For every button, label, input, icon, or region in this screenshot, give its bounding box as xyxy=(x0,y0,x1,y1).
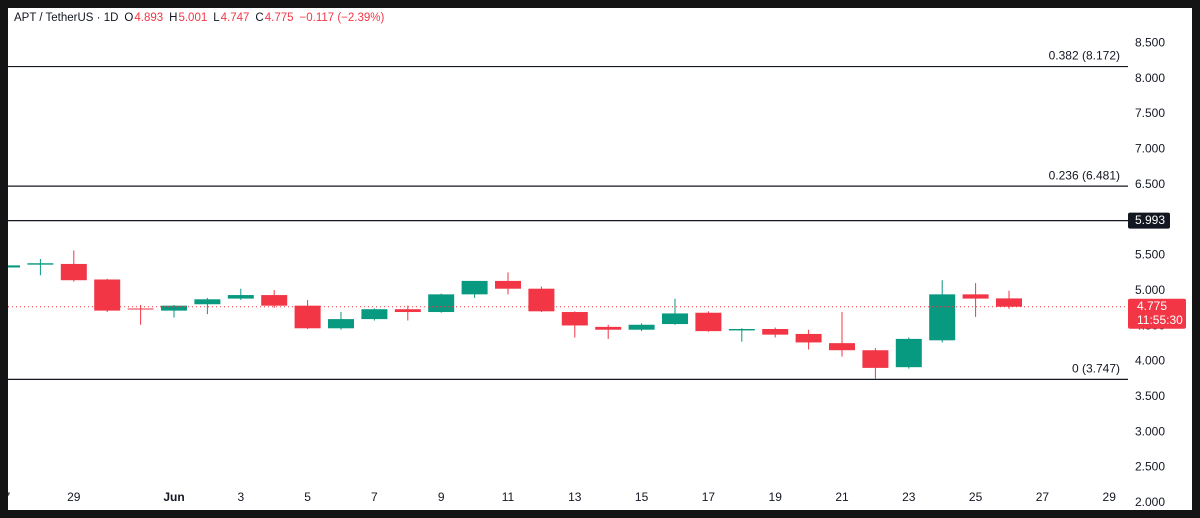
candle-body xyxy=(495,280,521,289)
x-tick-label: 19 xyxy=(769,490,783,504)
candle-body xyxy=(695,312,722,332)
countdown: 11:55:30 xyxy=(1137,313,1183,327)
x-tick-label: 17 xyxy=(702,490,716,504)
y-tick-label: 4.000 xyxy=(1135,354,1165,368)
x-tick-label: 7 xyxy=(4,490,11,504)
candle-body xyxy=(294,305,321,329)
candle-body xyxy=(762,328,789,335)
x-tick-label: 13 xyxy=(568,490,582,504)
x-tick-label: 7 xyxy=(371,490,378,504)
y-tick-label: 8.500 xyxy=(1135,36,1165,50)
y-tick-label: 8.000 xyxy=(1135,71,1165,85)
change: −0.117 (−2.39%) xyxy=(300,12,385,24)
x-tick-label: 11 xyxy=(502,490,515,504)
ohlc-value: 4.893 xyxy=(134,12,163,24)
x-tick-label: 29 xyxy=(67,490,81,504)
x-tick-label: 15 xyxy=(635,490,649,504)
candle-body xyxy=(8,265,20,268)
y-tick-label: 6.500 xyxy=(1135,177,1165,191)
x-tick-label: 5 xyxy=(304,490,311,504)
price-line-label: 5.993 xyxy=(1135,213,1165,227)
candle-body xyxy=(394,309,421,313)
candle-body xyxy=(328,319,354,329)
candle-body xyxy=(595,326,622,330)
candle-body xyxy=(728,328,755,331)
candle-body xyxy=(795,333,822,343)
level-label: 0.382 (8.172) xyxy=(1049,49,1120,63)
x-tick-label: 3 xyxy=(237,490,244,504)
candle-body xyxy=(94,279,121,311)
y-tick-label: 7.500 xyxy=(1135,106,1165,120)
last-price-box xyxy=(1128,298,1186,329)
candle-body xyxy=(996,298,1022,307)
candle-body xyxy=(227,295,254,299)
price-line-box xyxy=(1128,212,1170,229)
ohlc-letter: L xyxy=(213,12,220,24)
x-tick-label: 29 xyxy=(1103,490,1117,504)
chart-background xyxy=(8,8,1192,510)
candle-body xyxy=(127,308,154,310)
y-tick-label: 7.000 xyxy=(1135,142,1165,156)
candle-body xyxy=(194,299,221,305)
candle-body xyxy=(528,288,555,312)
candle-body xyxy=(261,295,288,306)
ohlc-letter: O xyxy=(124,12,133,24)
x-tick-label: 25 xyxy=(969,490,983,504)
candle-body xyxy=(361,309,388,320)
level-label: 0.236 (6.481) xyxy=(1049,168,1120,182)
ohlc-value: 5.001 xyxy=(178,12,207,24)
y-tick-label: 3.500 xyxy=(1135,389,1165,403)
candle-body xyxy=(962,294,989,299)
x-tick-label: 23 xyxy=(902,490,916,504)
x-tick-label: Jun xyxy=(163,490,184,504)
candle-body xyxy=(929,294,956,341)
ohlc-value: 4.747 xyxy=(221,12,250,24)
candle-body xyxy=(461,280,488,295)
ohlc-letter: C xyxy=(255,12,263,24)
level-label: 0 (3.747) xyxy=(1072,362,1120,376)
candle-body xyxy=(161,305,187,311)
ohlc-value: 4.775 xyxy=(265,12,294,24)
y-tick-label: 2.000 xyxy=(1135,495,1165,509)
candle-body xyxy=(662,313,688,325)
candle-body xyxy=(829,343,855,351)
candle-body xyxy=(561,312,588,326)
candle-body xyxy=(628,324,655,330)
ohlc-letter: H xyxy=(169,12,177,24)
y-tick-label: 5.000 xyxy=(1135,283,1165,297)
candle-body xyxy=(428,294,455,313)
y-tick-label: 2.500 xyxy=(1135,460,1165,474)
x-tick-label: 21 xyxy=(835,490,849,504)
x-tick-label: 27 xyxy=(1036,490,1050,504)
candle-body xyxy=(60,263,87,281)
y-tick-label: 3.000 xyxy=(1135,424,1165,438)
candle-body xyxy=(27,263,54,265)
candle-body xyxy=(895,338,922,368)
last-price-label: 4.775 xyxy=(1137,299,1167,313)
symbol: APT / TetherUS · 1D xyxy=(14,12,118,24)
candle-body xyxy=(862,350,889,368)
y-tick-label: 5.500 xyxy=(1135,248,1165,262)
x-tick-label: 9 xyxy=(438,490,445,504)
